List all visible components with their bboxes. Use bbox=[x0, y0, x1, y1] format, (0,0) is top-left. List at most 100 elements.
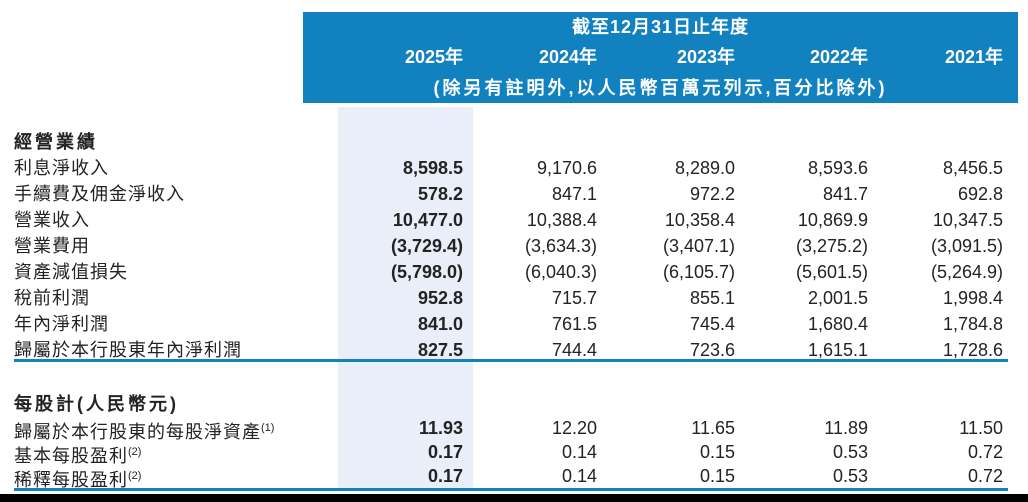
footnote-marker: (2) bbox=[128, 446, 142, 458]
table-row: 營業費用 (3,729.4) (3,634.3) (3,407.1) (3,275.2)… bbox=[14, 233, 1003, 259]
row-label: 年內淨利潤 bbox=[14, 314, 109, 334]
row-label-cell: 營業收入 bbox=[14, 207, 338, 233]
row-label: 歸屬於本行股東的每股淨資產 bbox=[14, 422, 261, 442]
value-cell: 10,347.5 bbox=[932, 210, 1003, 230]
row-label-cell: 年內淨利潤 bbox=[14, 311, 338, 337]
row-label-cell: 利息淨收入 bbox=[14, 155, 338, 181]
row-label-cell: 基本每股盈利(2) bbox=[14, 440, 338, 468]
value-cell: 847.1 bbox=[551, 184, 597, 204]
row-label-cell: 歸屬於本行股東年內淨利潤 bbox=[14, 337, 338, 363]
value-cell: (3,729.4) bbox=[390, 236, 463, 256]
row-label-cell: 歸屬於本行股東的每股淨資產(1) bbox=[14, 416, 338, 444]
value-cell: (6,105.7) bbox=[662, 262, 735, 282]
value-cell: 11.50 bbox=[959, 418, 1003, 438]
value-cell: 841.7 bbox=[822, 184, 868, 204]
value-cell: 0.53 bbox=[832, 442, 868, 462]
value-cell: (3,407.1) bbox=[662, 236, 735, 256]
table-row: 手續費及佣金淨收入 578.2 847.1 972.2 841.7 692.8 bbox=[14, 181, 1003, 207]
value-cell: 841.0 bbox=[417, 314, 463, 334]
value-cell: 0.17 bbox=[427, 442, 463, 462]
value-cell: 10,388.4 bbox=[526, 210, 597, 230]
row-label-cell: 資產減值損失 bbox=[14, 259, 338, 285]
table-row: 年內淨利潤 841.0 761.5 745.4 1,680.4 1,784.8 bbox=[14, 311, 1003, 337]
value-cell: 855.1 bbox=[689, 288, 735, 308]
value-cell: 8,593.6 bbox=[807, 158, 868, 178]
row-label: 基本每股盈利 bbox=[14, 446, 128, 466]
value-cell: (3,634.3) bbox=[524, 236, 597, 256]
row-label: 手續費及佣金淨收入 bbox=[14, 184, 185, 204]
value-cell: 11.93 bbox=[418, 418, 463, 438]
year-column-header: 2024年 bbox=[538, 47, 597, 67]
value-cell: 827.5 bbox=[417, 340, 463, 360]
value-cell: (3,275.2) bbox=[795, 236, 868, 256]
value-cell: 972.2 bbox=[689, 184, 735, 204]
row-label: 營業費用 bbox=[14, 236, 90, 256]
table-row: 歸屬於本行股東的每股淨資產(1) 11.93 12.20 11.65 11.89 11.5… bbox=[14, 416, 1003, 442]
unit-note: (除另有註明外,以人民幣百萬元列示,百分比除外) bbox=[433, 78, 888, 98]
value-cell: 0.14 bbox=[561, 466, 597, 486]
row-label: 歸屬於本行股東年內淨利潤 bbox=[14, 340, 242, 360]
section-heading: 每股計(人民幣元) bbox=[14, 394, 179, 414]
footnote-marker: (2) bbox=[128, 470, 142, 482]
value-cell: 0.15 bbox=[699, 466, 735, 486]
value-cell: 0.72 bbox=[967, 466, 1003, 486]
value-cell: 1,728.6 bbox=[942, 340, 1003, 360]
value-cell: 745.4 bbox=[689, 314, 735, 334]
table-row: 稅前利潤 952.8 715.7 855.1 2,001.5 1,998.4 bbox=[14, 285, 1003, 311]
value-cell: 0.15 bbox=[699, 442, 735, 462]
value-cell: 1,615.1 bbox=[807, 340, 868, 360]
value-cell: 578.2 bbox=[417, 184, 463, 204]
value-cell: 723.6 bbox=[689, 340, 735, 360]
table-row: 營業收入 10,477.0 10,388.4 10,358.4 10,869.9 10,3… bbox=[14, 207, 1003, 233]
value-cell: 952.8 bbox=[417, 288, 463, 308]
table-row: 歸屬於本行股東年內淨利潤 827.5 744.4 723.6 1,615.1 1,728.… bbox=[14, 337, 1003, 363]
row-label-cell: 手續費及佣金淨收入 bbox=[14, 181, 338, 207]
row-label: 稀釋每股盈利 bbox=[14, 470, 128, 490]
table-row: 利息淨收入 8,598.5 9,170.6 8,289.0 8,593.6 8,456.5 bbox=[14, 155, 1003, 181]
row-label: 利息淨收入 bbox=[14, 158, 109, 178]
row-label-cell: 營業費用 bbox=[14, 233, 338, 259]
value-cell: 1,784.8 bbox=[942, 314, 1003, 334]
footnote-marker: (1) bbox=[261, 422, 275, 434]
value-cell: 10,477.0 bbox=[392, 210, 463, 230]
value-cell: 11.65 bbox=[691, 418, 735, 438]
year-column-header: 2021年 bbox=[944, 47, 1003, 67]
row-label-cell: 稀釋每股盈利(2) bbox=[14, 464, 338, 492]
value-cell: 8,289.0 bbox=[674, 158, 735, 178]
value-cell: 8,456.5 bbox=[942, 158, 1003, 178]
year-columns-row: 2025年 2024年 2023年 2022年 2021年 bbox=[14, 46, 1003, 68]
period-title: 截至12月31日止年度 bbox=[571, 17, 750, 37]
page-bottom-bar bbox=[0, 494, 1028, 502]
table-row: 資產減值損失 (5,798.0) (6,040.3) (6,105.7) (5,601.… bbox=[14, 259, 1003, 285]
section-heading: 經營業績 bbox=[14, 132, 98, 152]
table-header-bar: 截至12月31日止年度 (除另有註明外,以人民幣百萬元列示,百分比除外) bbox=[303, 12, 1018, 103]
row-label-cell: 稅前利潤 bbox=[14, 285, 338, 311]
value-cell: 10,358.4 bbox=[664, 210, 735, 230]
section-divider-rule bbox=[14, 359, 1008, 362]
value-cell: 0.14 bbox=[561, 442, 597, 462]
per-share-section: 每股計(人民幣元) 歸屬於本行股東的每股淨資產(1) 11.93 12.20 11.65… bbox=[14, 392, 1003, 490]
value-cell: (5,798.0) bbox=[390, 262, 463, 282]
operating-results-section: 經營業績利息淨收入 8,598.5 9,170.6 8,289.0 8,593.6 8,4… bbox=[14, 129, 1003, 363]
row-label: 稅前利潤 bbox=[14, 288, 90, 308]
value-cell: 715.7 bbox=[551, 288, 597, 308]
value-cell: 0.17 bbox=[427, 466, 463, 486]
section-heading-row: 經營業績 bbox=[14, 129, 1003, 155]
row-label: 資產減值損失 bbox=[14, 262, 128, 282]
value-cell: 8,598.5 bbox=[402, 158, 463, 178]
value-cell: 2,001.5 bbox=[807, 288, 868, 308]
value-cell: 0.72 bbox=[967, 442, 1003, 462]
row-label: 營業收入 bbox=[14, 210, 90, 230]
table-row: 稀釋每股盈利(2) 0.17 0.14 0.15 0.53 0.72 bbox=[14, 464, 1003, 490]
value-cell: (6,040.3) bbox=[524, 262, 597, 282]
table-row: 基本每股盈利(2) 0.17 0.14 0.15 0.53 0.72 bbox=[14, 440, 1003, 466]
current-year-highlight-band bbox=[338, 107, 473, 488]
value-cell: 761.5 bbox=[551, 314, 597, 334]
value-cell: (5,264.9) bbox=[930, 262, 1003, 282]
value-cell: 12.20 bbox=[551, 418, 597, 438]
value-cell: 9,170.6 bbox=[536, 158, 597, 178]
value-cell: 0.53 bbox=[832, 466, 868, 486]
year-column-header: 2025年 bbox=[404, 47, 463, 67]
value-cell: 744.4 bbox=[551, 340, 597, 360]
